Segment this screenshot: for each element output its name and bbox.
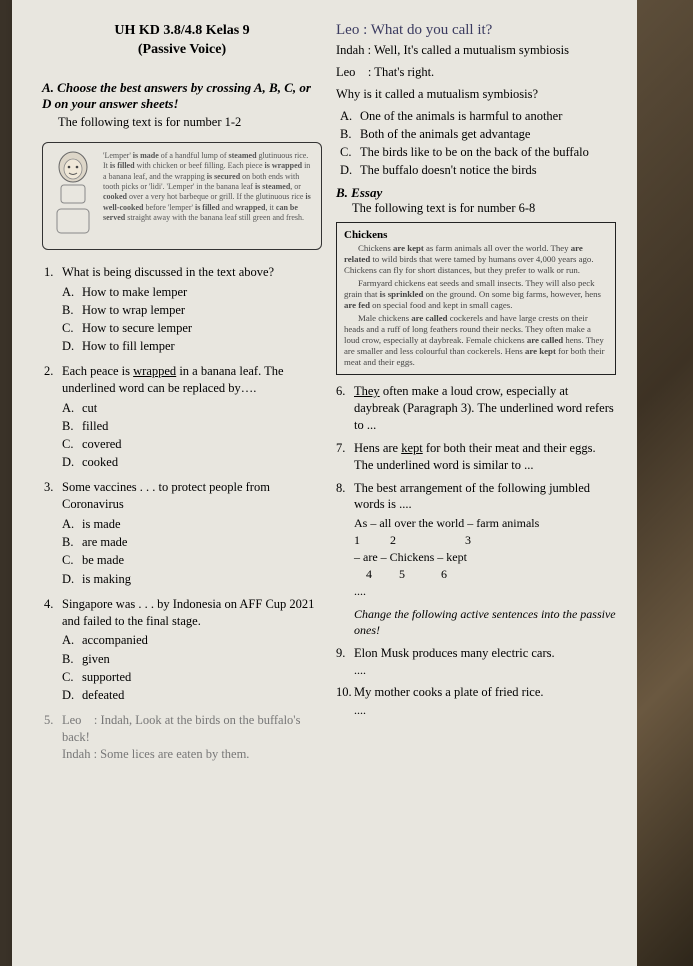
question-4: 4. Singapore was . . . by Indonesia on A…	[44, 596, 322, 630]
q8-jumble: As – all over the world – farm animals 1…	[354, 515, 616, 599]
q4-number: 4.	[44, 596, 62, 630]
q2-text: Each peace is wrapped in a banana leaf. …	[62, 363, 322, 397]
q4-options: A.accompanied B.given C.supported D.defe…	[62, 631, 322, 704]
q3-number: 3.	[44, 479, 62, 513]
right-column: Leo : What do you call it? Indah : Well,…	[336, 22, 616, 765]
chickens-p1: Chickens are kept as farm animals all ov…	[344, 243, 608, 276]
lemper-text: 'Lemper' is made of a handful lump of st…	[103, 151, 313, 241]
header-line1: UH KD 3.8/4.8 Kelas 9	[42, 22, 322, 41]
change-instruction: Change the following active sentences in…	[354, 607, 616, 638]
chickens-title: Chickens	[344, 229, 608, 241]
section-b-intro: The following text is for number 6-8	[352, 201, 616, 216]
question-10: 10. My mother cooks a plate of fried ric…	[336, 684, 616, 701]
question-9: 9. Elon Musk produces many electric cars…	[336, 645, 616, 662]
q5-number: 5.	[44, 712, 62, 763]
q4-text: Singapore was . . . by Indonesia on AFF …	[62, 596, 322, 630]
q5-options: A.One of the animals is harmful to anoth…	[340, 107, 616, 180]
q2-options: A.cut B.filled C.covered D.cooked	[62, 399, 322, 472]
q9-blank: ....	[354, 663, 616, 678]
q1-number: 1.	[44, 264, 62, 281]
section-a-intro: The following text is for number 1-2	[58, 115, 322, 130]
question-7: 7. Hens are kept for both their meat and…	[336, 440, 616, 474]
q2-number: 2.	[44, 363, 62, 397]
dialog-indah1: Indah : Well, It's called a mutualism sy…	[336, 41, 616, 59]
face-icon	[51, 151, 95, 241]
q3-options: A.is made B.are made C.be made D.is maki…	[62, 515, 322, 588]
handwritten-note: Leo : What do you call it?	[336, 22, 616, 39]
q1-text: What is being discussed in the text abov…	[62, 264, 322, 281]
section-b-title: B. Essay	[336, 185, 616, 201]
chickens-p2: Farmyard chickens eat seeds and small in…	[344, 278, 608, 311]
dialog-why: Why is it called a mutualism symbiosis?	[336, 85, 616, 103]
dialog-leo1: Leo : That's right.	[336, 63, 616, 81]
worksheet-page: UH KD 3.8/4.8 Kelas 9 (Passive Voice) A.…	[12, 0, 637, 966]
left-column: UH KD 3.8/4.8 Kelas 9 (Passive Voice) A.…	[42, 22, 322, 765]
question-2: 2. Each peace is wrapped in a banana lea…	[44, 363, 322, 397]
header-line2: (Passive Voice)	[42, 41, 322, 60]
page-header: UH KD 3.8/4.8 Kelas 9 (Passive Voice)	[42, 22, 322, 60]
lemper-box: 'Lemper' is made of a handful lump of st…	[42, 142, 322, 250]
q5-text: Leo : Indah, Look at the birds on the bu…	[62, 712, 322, 763]
question-8: 8. The best arrangement of the following…	[336, 480, 616, 514]
chickens-p3: Male chickens are called cockerels and h…	[344, 313, 608, 368]
q10-blank: ....	[354, 703, 616, 718]
question-5: 5. Leo : Indah, Look at the birds on the…	[44, 712, 322, 763]
question-1: 1. What is being discussed in the text a…	[44, 264, 322, 281]
background-edge	[637, 0, 693, 966]
q3-text: Some vaccines . . . to protect people fr…	[62, 479, 322, 513]
q1-options: A.How to make lemper B.How to wrap lempe…	[62, 283, 322, 356]
chickens-box: Chickens Chickens are kept as farm anima…	[336, 222, 616, 375]
section-a-title: A. Choose the best answers by crossing A…	[42, 80, 322, 112]
question-3: 3. Some vaccines . . . to protect people…	[44, 479, 322, 513]
question-6: 6. They often make a loud crow, especial…	[336, 383, 616, 434]
